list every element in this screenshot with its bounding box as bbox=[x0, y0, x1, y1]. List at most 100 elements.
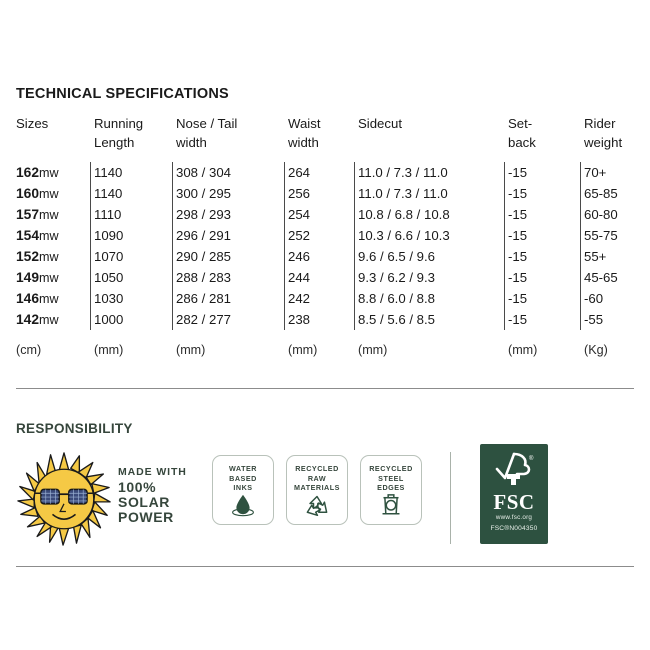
column-separator bbox=[172, 267, 173, 288]
column-separator bbox=[284, 309, 285, 330]
column-separator bbox=[284, 267, 285, 288]
header-sizes-line1: Sizes bbox=[16, 116, 49, 131]
cell-rider-weight: 60-80 bbox=[584, 207, 618, 222]
cell-size: 142mw bbox=[16, 309, 94, 331]
unit-waist: (mm) bbox=[288, 343, 318, 357]
solar-line3: POWER bbox=[118, 509, 174, 525]
badge-recycled-steel-edges: RECYCLED STEEL EDGES bbox=[360, 455, 422, 525]
cell-size-number: 142 bbox=[16, 311, 40, 327]
column-separator bbox=[172, 183, 173, 204]
cell-sidecut: 8.5 / 5.6 / 8.5 bbox=[358, 312, 435, 327]
column-separator bbox=[284, 162, 285, 183]
table-units-row: (cm) (mm) (mm) (mm) (mm) (mm) (Kg) bbox=[16, 342, 634, 359]
column-separator bbox=[90, 309, 91, 330]
column-separator bbox=[172, 288, 173, 309]
cell-sidecut: 11.0 / 7.3 / 11.0 bbox=[358, 186, 448, 201]
column-separator bbox=[90, 183, 91, 204]
badge-water-label: WATER BASED INKS bbox=[229, 464, 257, 493]
cell-sidecut: 10.3 / 6.6 / 10.3 bbox=[358, 228, 450, 243]
responsibility-title: RESPONSIBILITY bbox=[16, 421, 133, 436]
cell-running-length: 1050 bbox=[94, 270, 124, 285]
badge-steel-line3: EDGES bbox=[377, 483, 405, 492]
trash-bin-icon bbox=[382, 493, 400, 514]
cell-running-length: 1140 bbox=[94, 165, 123, 180]
cell-size-suffix: mw bbox=[39, 207, 59, 222]
cell-waist: 246 bbox=[288, 249, 311, 264]
cell-size: 154mw bbox=[16, 225, 94, 247]
cell-nose-tail: 300 / 295 bbox=[176, 186, 231, 201]
cell-rider-weight: 55+ bbox=[584, 249, 607, 264]
table-row: 142mw 1000 282 / 277 238 8.5 / 5.6 / 8.5 -15-… bbox=[16, 309, 634, 330]
header-waist-line2: width bbox=[288, 135, 319, 150]
table-row: 154mw 1090 296 / 291 252 10.3 / 6.6 / 10.3 -1… bbox=[16, 225, 634, 246]
unit-sizes: (cm) bbox=[16, 343, 42, 357]
cell-running-length: 1030 bbox=[94, 291, 124, 306]
column-separator bbox=[90, 288, 91, 309]
divider-bottom bbox=[16, 566, 634, 567]
cell-running-length: 1110 bbox=[94, 207, 122, 222]
column-separator bbox=[580, 267, 581, 288]
column-separator bbox=[354, 309, 355, 330]
column-separator bbox=[580, 288, 581, 309]
solar-power-text: MADE WITH 100% SOLAR POWER bbox=[118, 465, 206, 525]
column-separator bbox=[284, 225, 285, 246]
page-title: TECHNICAL SPECIFICATIONS bbox=[16, 86, 229, 102]
smile bbox=[51, 513, 77, 520]
unit-nose-tail: (mm) bbox=[176, 343, 206, 357]
cell-size-suffix: mw bbox=[39, 249, 59, 264]
column-separator bbox=[172, 309, 173, 330]
header-setback: Set- back bbox=[508, 114, 584, 152]
divider-vertical-fsc bbox=[450, 452, 451, 544]
cell-setback: -15 bbox=[508, 249, 528, 264]
cell-size: 162mw bbox=[16, 162, 94, 184]
header-rider-weight: Rider weight bbox=[584, 114, 650, 152]
column-separator bbox=[354, 267, 355, 288]
badge-raw-line1: RECYCLED bbox=[295, 464, 339, 473]
cell-size-number: 162 bbox=[16, 164, 40, 180]
water-drop-icon bbox=[232, 494, 254, 516]
table-row: 160mw 1140 300 / 295 256 11.0 / 7.3 / 11.0 -1… bbox=[16, 183, 634, 204]
header-sizes: Sizes bbox=[16, 114, 94, 133]
cell-size-suffix: mw bbox=[39, 270, 59, 285]
cell-sidecut: 9.3 / 6.2 / 9.3 bbox=[358, 270, 435, 285]
badge-steel-line1: RECYCLED bbox=[369, 464, 413, 473]
cell-size-number: 149 bbox=[16, 269, 40, 285]
fsc-name: FSC bbox=[493, 490, 535, 514]
badge-recycled-raw-materials: RECYCLED RAW MATERIALS bbox=[286, 455, 348, 525]
table-row: 146mw 1030 286 / 281 242 8.8 / 6.0 / 8.8 -15-… bbox=[16, 288, 634, 309]
table-row: 157mw 1110 298 / 293 254 10.8 / 6.8 / 10.8 -1… bbox=[16, 204, 634, 225]
cell-nose-tail: 290 / 285 bbox=[176, 249, 231, 264]
cell-size-suffix: mw bbox=[39, 165, 59, 180]
column-separator bbox=[580, 204, 581, 225]
cell-rider-weight: 70+ bbox=[584, 165, 607, 180]
sun-with-sunglasses-icon bbox=[17, 452, 111, 546]
cell-setback: -15 bbox=[508, 165, 528, 180]
column-separator bbox=[284, 183, 285, 204]
fsc-logo: ® FSC www.fsc.org FSC®N004350 bbox=[480, 444, 548, 544]
badge-raw-label: RECYCLED RAW MATERIALS bbox=[294, 464, 340, 493]
eco-badges: WATER BASED INKS RECYCLED RAW MATERIALS bbox=[212, 455, 422, 525]
badge-steel-label: RECYCLED STEEL EDGES bbox=[369, 464, 413, 493]
cell-rider-weight: 65-85 bbox=[584, 186, 618, 201]
svg-text:®: ® bbox=[529, 455, 534, 462]
solar-line1: MADE WITH bbox=[118, 466, 187, 478]
column-separator bbox=[580, 309, 581, 330]
badge-water-line2: BASED bbox=[229, 473, 257, 483]
table-body: 162mw 1140 308 / 304 264 11.0 / 7.3 / 11.0 -1… bbox=[16, 162, 634, 330]
cell-sidecut: 11.0 / 7.3 / 11.0 bbox=[358, 165, 448, 180]
cell-size-number: 146 bbox=[16, 290, 40, 306]
header-rider-line1: Rider bbox=[584, 116, 616, 131]
column-separator bbox=[580, 225, 581, 246]
unit-setback: (mm) bbox=[508, 343, 538, 357]
cell-size: 160mw bbox=[16, 183, 94, 205]
specs-table: Sizes Running Length Nose / Tail width W… bbox=[16, 114, 634, 359]
cell-size: 152mw bbox=[16, 246, 94, 268]
header-waist-line1: Waist bbox=[288, 116, 321, 131]
cell-waist: 256 bbox=[288, 186, 311, 201]
fsc-tree-checkmark-icon: ® bbox=[495, 452, 534, 485]
column-separator bbox=[172, 225, 173, 246]
column-separator bbox=[90, 162, 91, 183]
column-separator bbox=[504, 162, 505, 183]
column-separator bbox=[504, 267, 505, 288]
